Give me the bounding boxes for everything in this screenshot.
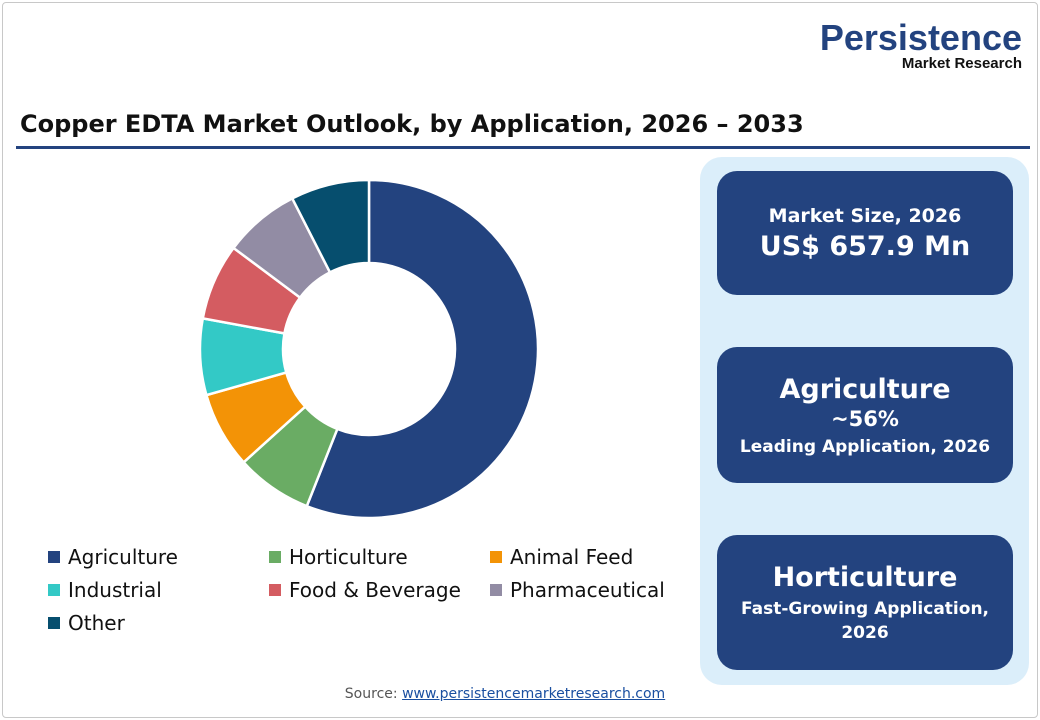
card-title: Horticulture (772, 562, 958, 593)
legend-swatch (48, 617, 60, 629)
legend-swatch (490, 551, 502, 563)
legend-label: Industrial (68, 578, 162, 602)
legend-label: Pharmaceutical (510, 578, 665, 602)
slice-other (290, 178, 371, 275)
legend-label: Horticulture (289, 545, 408, 569)
card-label: Leading Application, 2026 (739, 436, 991, 457)
logo: Persistence Market Research (820, 20, 1022, 72)
legend-item: Other (48, 611, 125, 635)
legend-swatch (269, 551, 281, 563)
legend-item: Animal Feed (490, 545, 633, 569)
legend-swatch (269, 584, 281, 596)
source-link[interactable]: www.persistencemarketresearch.com (402, 686, 666, 702)
legend-swatch (48, 551, 60, 563)
donut-chart (198, 178, 540, 520)
legend-item: Industrial (48, 578, 162, 602)
legend-label: Other (68, 611, 125, 635)
leading-application-card: Agriculture ~56% Leading Application, 20… (717, 347, 1013, 483)
chart-title: Copper EDTA Market Outlook, by Applicati… (20, 110, 804, 138)
legend-swatch (490, 584, 502, 596)
market-size-card: Market Size, 2026 US$ 657.9 Mn (717, 171, 1013, 295)
legend-item: Agriculture (48, 545, 178, 569)
card-label: Market Size, 2026 (768, 204, 962, 227)
fast-growing-card: Horticulture Fast-Growing Application, 2… (717, 535, 1013, 670)
card-value: US$ 657.9 Mn (759, 230, 971, 262)
card-value: ~56% (831, 406, 899, 431)
legend-item: Food & Beverage (269, 578, 461, 602)
title-divider (16, 146, 1030, 149)
source: Source: www.persistencemarketresearch.co… (0, 686, 1010, 702)
card-label-year: 2026 (841, 623, 889, 643)
source-label: Source: (344, 686, 398, 702)
slice-agriculture (305, 178, 540, 520)
legend-swatch (48, 584, 60, 596)
legend-label: Animal Feed (510, 545, 634, 569)
legend-label: Agriculture (68, 545, 178, 569)
legend-item: Horticulture (269, 545, 408, 569)
card-label: Fast-Growing Application, (740, 599, 990, 619)
logo-line1: Persistence (819, 17, 1022, 58)
card-title: Agriculture (779, 373, 951, 405)
legend-label: Food & Beverage (289, 578, 461, 602)
legend-item: Pharmaceutical (490, 578, 665, 602)
logo-line2: Market Research (901, 55, 1022, 72)
